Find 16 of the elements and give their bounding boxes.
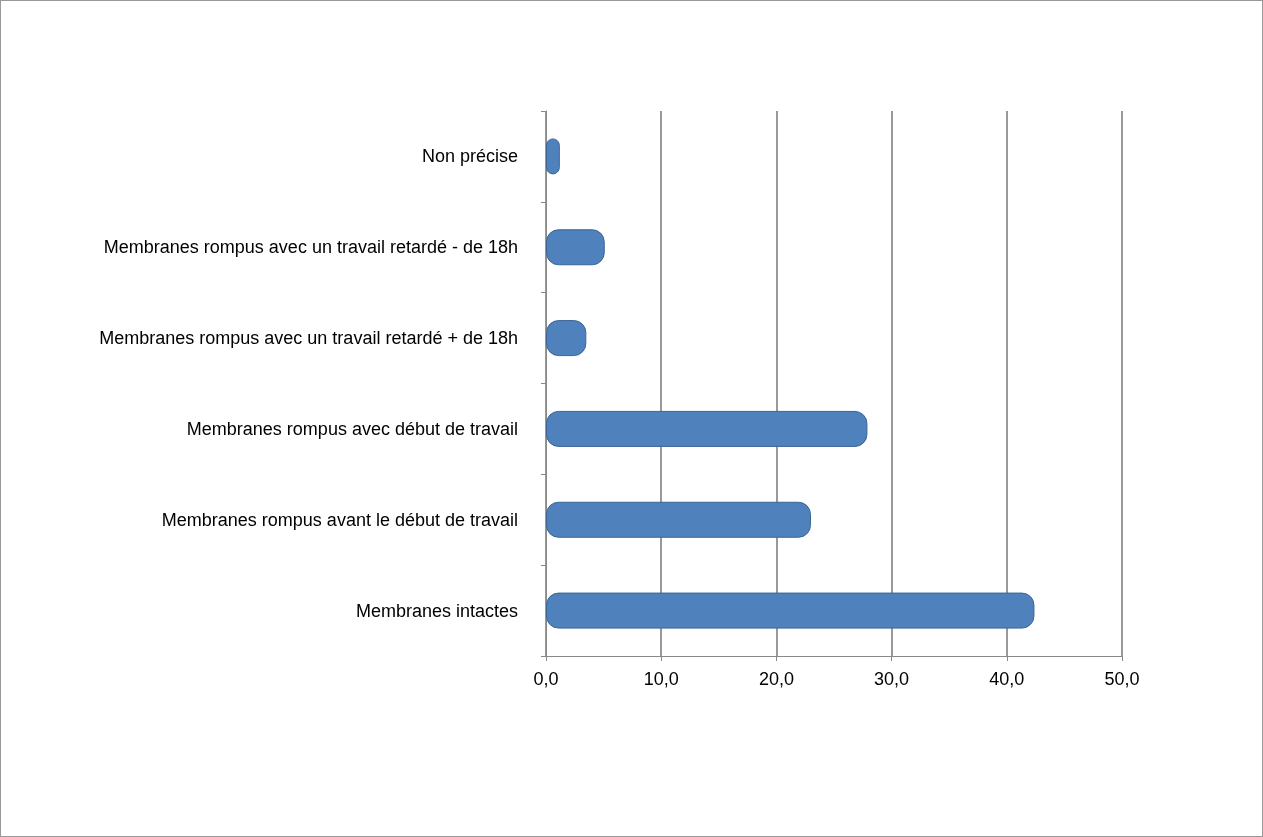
x-tick-label: 30,0 <box>874 669 910 689</box>
bar <box>546 501 811 538</box>
x-tick-label: 40,0 <box>989 669 1025 689</box>
y-tick-label: Membranes rompus avant le début de travail <box>161 509 518 530</box>
y-tick-label: Membranes rompus avec un travail retardé + de 18h <box>99 328 518 349</box>
y-tick-label: Membranes rompus avec début de travail <box>186 418 518 439</box>
x-tick-label: 20,0 <box>758 669 794 689</box>
x-tick-label: 0,0 <box>533 669 559 689</box>
x-tick-label: 50,0 <box>1104 669 1140 689</box>
bar <box>546 229 605 266</box>
x-tick-label: 10,0 <box>643 669 679 689</box>
y-tick-label: Membranes rompus avec un travail retardé - de 18h <box>103 237 518 258</box>
y-tick-label: Membranes intactes <box>355 600 518 621</box>
y-tick-label: Non précise <box>421 146 518 167</box>
bar <box>546 410 868 447</box>
bar <box>546 592 1035 629</box>
